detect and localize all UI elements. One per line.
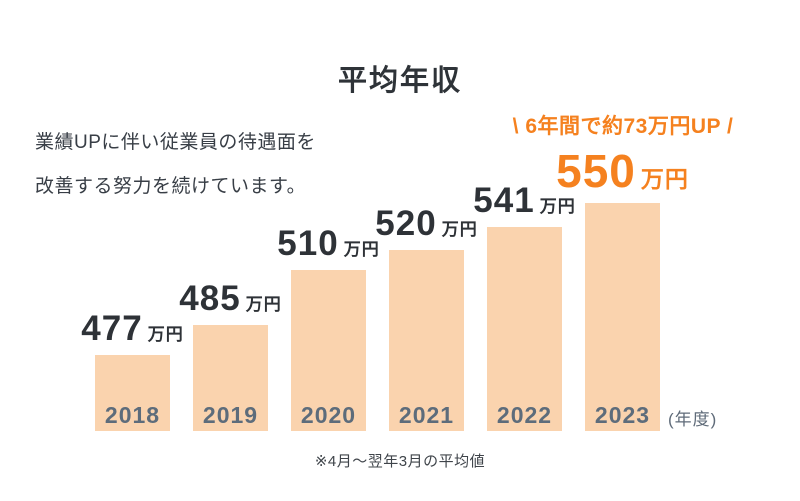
increase-callout: \ 6年間で約73万円UP /	[512, 115, 734, 138]
bar-group: 541 万円 2022	[473, 183, 575, 431]
value-number: 541	[473, 181, 535, 220]
bar: 2023	[585, 203, 660, 431]
value-unit: 万円	[441, 220, 478, 239]
value-number: 550	[556, 145, 636, 197]
bar: 2022	[487, 227, 562, 431]
bar-group: 520 万円 2021	[375, 206, 477, 431]
value-number: 510	[277, 224, 339, 263]
bar: 2018	[95, 355, 170, 431]
year-label: 2020	[300, 402, 357, 428]
value-label: 477 万円	[81, 311, 183, 346]
value-unit: 万円	[343, 240, 380, 259]
bar: 2021	[389, 250, 464, 431]
year-label: 2018	[104, 402, 161, 428]
value-unit: 万円	[640, 166, 689, 192]
year-label: 2019	[202, 402, 259, 428]
footnote: ※4月〜翌年3月の平均値	[314, 453, 486, 470]
bar: 2019	[193, 325, 268, 431]
bar-group: 550 万円 2023	[556, 148, 688, 431]
description-text: 業績UPに伴い従業員の待遇面を 改善する努力を続けています。	[35, 121, 316, 209]
value-label: 510 万円	[277, 226, 379, 261]
value-number: 520	[375, 204, 437, 243]
value-number: 485	[179, 279, 241, 318]
value-label: 550 万円	[556, 148, 689, 194]
year-label: 2022	[496, 402, 553, 428]
bar: 2020	[291, 270, 366, 431]
bar-chart: 477 万円 2018 485 万円 2019 510 万円 2020 520 万円 2021 541 万…	[81, 140, 688, 431]
bar-group: 477 万円 2018	[81, 311, 183, 431]
value-unit: 万円	[245, 295, 282, 314]
description-line-2: 改善する努力を続けています。	[35, 176, 307, 197]
value-label: 485 万円	[179, 281, 281, 316]
year-label: 2023	[594, 402, 651, 428]
value-unit: 万円	[147, 325, 184, 344]
value-number: 477	[81, 309, 143, 348]
description-line-1: 業績UPに伴い従業員の待遇面を	[35, 132, 316, 153]
bar-group: 510 万円 2020	[277, 226, 379, 431]
value-label: 520 万円	[375, 206, 477, 241]
bar-group: 485 万円 2019	[179, 281, 281, 431]
page-title: 平均年収	[337, 65, 462, 97]
year-label: 2021	[398, 402, 455, 428]
value-unit: 万円	[539, 197, 576, 216]
x-axis-unit-label: (年度)	[668, 410, 718, 429]
value-label: 541 万円	[473, 183, 575, 218]
